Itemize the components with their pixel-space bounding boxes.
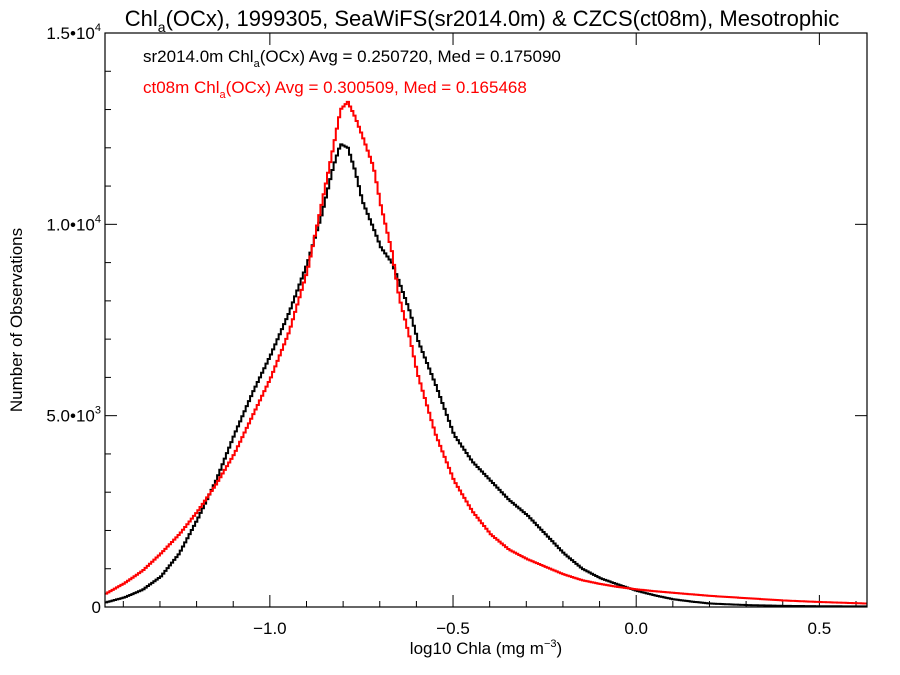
y-tick-label: 5.0•103 <box>46 405 101 426</box>
y-axis-label: Number of Observations <box>7 228 26 412</box>
y-tick-exponent: 3 <box>95 405 101 417</box>
legend-suffix: (OCx) Avg = 0.250720, Med = 0.175090 <box>260 47 561 66</box>
x-label-exp: −3 <box>544 638 557 650</box>
x-label-end: ) <box>557 639 563 658</box>
series-line-sr2014 <box>105 143 867 608</box>
y-tick-mantissa: 5.0•10 <box>46 407 95 426</box>
x-tick-label: 0.5 <box>808 619 832 638</box>
legend-entry-satellite: sr2014.0m Chla(OCx) Avg = 0.250720, Med … <box>143 47 561 70</box>
title-part2: (OCx), 1999305, SeaWiFS(sr2014.0m) & CZC… <box>166 6 840 31</box>
series-line-ct08m <box>105 100 867 605</box>
legend-entry-czcs: ct08m Chla(OCx) Avg = 0.300509, Med = 0.… <box>143 78 527 101</box>
x-tick-label: 0.0 <box>624 619 648 638</box>
y-tick-mantissa: 0 <box>92 598 101 617</box>
y-tick-mantissa: 1.0•10 <box>46 215 95 234</box>
x-label-main: log10 Chla (mg m <box>410 639 544 658</box>
title-part1: Chl <box>125 6 158 31</box>
x-axis-label: log10 Chla (mg m−3) <box>410 638 562 658</box>
x-tick-label: −1.0 <box>253 619 287 638</box>
legend-subscript: a <box>254 58 261 70</box>
y-tick-exponent: 4 <box>95 213 101 225</box>
x-tick-label: −0.5 <box>436 619 470 638</box>
y-tick-label: 1.5•104 <box>46 22 101 43</box>
y-tick-label: 1.0•104 <box>46 213 101 234</box>
series-group <box>105 100 867 608</box>
y-tick-mantissa: 1.5•10 <box>46 24 95 43</box>
title-subscript: a <box>158 19 166 35</box>
legend-prefix: sr2014.0m Chl <box>143 47 254 66</box>
y-tick-label: 0 <box>92 598 101 617</box>
legend-prefix: ct08m Chl <box>143 78 220 97</box>
legend-suffix: (OCx) Avg = 0.300509, Med = 0.165468 <box>226 78 527 97</box>
legend-subscript: a <box>220 89 227 101</box>
y-tick-exponent: 4 <box>95 22 101 34</box>
plot-frame <box>104 32 868 608</box>
chart-title: Chla(OCx), 1999305, SeaWiFS(sr2014.0m) &… <box>125 6 839 35</box>
